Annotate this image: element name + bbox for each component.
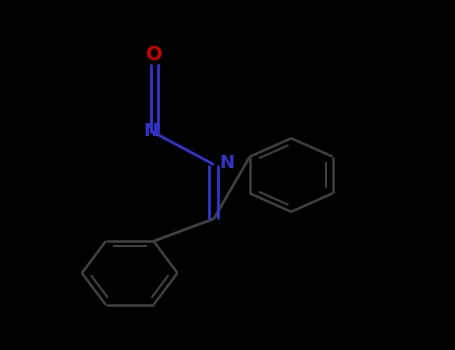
Circle shape: [142, 44, 167, 64]
Text: N: N: [144, 122, 158, 140]
Text: N: N: [219, 154, 234, 172]
Text: O: O: [147, 45, 163, 64]
